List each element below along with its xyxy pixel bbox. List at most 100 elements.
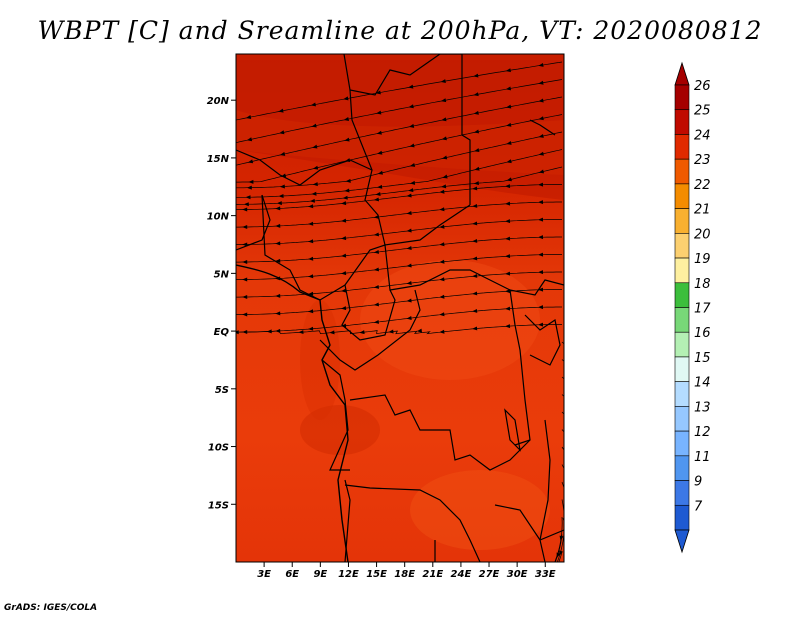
streamline-arrow [245, 115, 252, 119]
streamline-arrow [341, 201, 347, 206]
colorbar-min-triangle [674, 529, 690, 554]
lat-tick-label: 20N [207, 96, 230, 107]
streamline-arrow [439, 277, 445, 282]
colorbar-swatch [674, 430, 690, 457]
streamline-arrow [377, 150, 383, 155]
border-chad [349, 89, 471, 246]
colorbar-swatch [674, 208, 690, 234]
streamline-arrow [309, 198, 315, 203]
lon-tick-label: 12E [338, 569, 359, 580]
streamline-arrow [442, 174, 448, 179]
colorbar-label: 12 [694, 425, 711, 440]
streamline-arrow [538, 133, 544, 138]
streamline-arrow [472, 256, 478, 261]
streamline-arrow [556, 552, 561, 558]
cooler-patch-south [410, 470, 550, 550]
streamline-arrow [341, 271, 347, 276]
streamline-arrow [505, 184, 511, 189]
streamline-arrow [505, 324, 511, 329]
streamline-arrow [275, 206, 281, 211]
streamline-arrow [408, 123, 415, 128]
streamline [561, 464, 564, 470]
lon-tick-label: 3E [257, 569, 271, 580]
streamline-arrow [441, 117, 447, 122]
lon-tick-label: 21E [422, 569, 443, 580]
coastline [236, 264, 349, 562]
country-borders [236, 54, 564, 562]
streamline-arrow [377, 184, 383, 189]
streamline-arrow [308, 274, 314, 279]
colorbar-max-triangle [674, 61, 690, 86]
streamline-arrow [344, 137, 350, 142]
streamline-arrow [506, 159, 512, 164]
lon-tick-label: 9E [313, 569, 327, 580]
streamline [558, 551, 563, 562]
colorbar-label: 9 [694, 475, 702, 490]
warm-patch-southwest [300, 405, 380, 455]
streamline-arrow [246, 185, 252, 190]
streamline-arrow [559, 550, 563, 556]
colorbar-swatch [674, 455, 690, 481]
streamline-arrow [441, 155, 448, 160]
lat-tick-label: 5S [215, 385, 229, 396]
streamline-arrow [439, 189, 445, 194]
streamline-arrow [311, 191, 317, 196]
streamline-arrow [373, 267, 379, 272]
streamline-arrow [441, 136, 447, 141]
streamline-arrow [266, 329, 272, 334]
border-benin-togo [236, 194, 271, 251]
streamline-arrow [505, 254, 511, 259]
streamline-arrow [242, 242, 248, 247]
streamline-arrow [375, 90, 381, 95]
streamline-arrow [298, 330, 304, 335]
streamline-arrow [276, 201, 282, 206]
streamline-arrow [245, 195, 251, 200]
streamline-arrow [505, 86, 512, 91]
streamline-arrow [377, 170, 384, 175]
colorbar-swatch [674, 158, 690, 185]
streamline-arrow [538, 62, 544, 67]
streamline-arrow [473, 129, 480, 134]
streamline-arrow [373, 232, 379, 237]
streamline-arrow [474, 166, 480, 171]
streamline-arrow [409, 180, 416, 185]
streamline-arrow [308, 256, 314, 261]
lon-tick-label: 15E [366, 569, 387, 580]
colorbar: 26 25 24 23 22 21 20 19 18 17 16 15 14 13 12 11 9 7 [674, 61, 711, 554]
streamline [561, 394, 564, 397]
streamline-arrow [341, 236, 347, 241]
streamline-arrow [473, 181, 479, 186]
colorbar-label: 15 [694, 351, 711, 366]
colorbar-label: 23 [694, 153, 711, 168]
software-credit: GrADS: IGES/COLA [4, 603, 98, 613]
streamline-arrow [308, 239, 314, 244]
streamline-arrow [275, 223, 281, 228]
streamline [561, 429, 564, 433]
streamline-arrow [308, 291, 314, 296]
streamline-arrow [473, 110, 479, 115]
streamline-arrow [311, 123, 317, 128]
streamline-arrow [341, 253, 347, 258]
colorbar-swatch [674, 183, 690, 209]
streamline-arrow [406, 228, 412, 233]
streamline-arrow [359, 330, 365, 335]
streamline-arrow [376, 130, 382, 135]
streamline-arrow [312, 165, 319, 170]
streamline-arrow [278, 193, 284, 198]
streamline-arrow [279, 151, 286, 156]
streamline-arrow [506, 177, 512, 182]
streamline-arrow [243, 202, 249, 207]
streamline-arrow [406, 281, 412, 285]
streamline-arrow [406, 263, 412, 268]
streamline-arrow [474, 148, 480, 153]
streamline-arrow [278, 108, 284, 113]
colorbar-swatch [674, 84, 690, 111]
colorbar-label: 17 [694, 302, 711, 317]
streamline-arrow [538, 217, 544, 222]
colorbar-label: 20 [694, 227, 711, 242]
streamline-arrow [310, 102, 316, 107]
colorbar-swatch [674, 480, 690, 506]
streamline-arrow [538, 235, 544, 240]
colorbar-label: 22 [694, 178, 711, 193]
colorbar-label: 18 [694, 277, 711, 292]
